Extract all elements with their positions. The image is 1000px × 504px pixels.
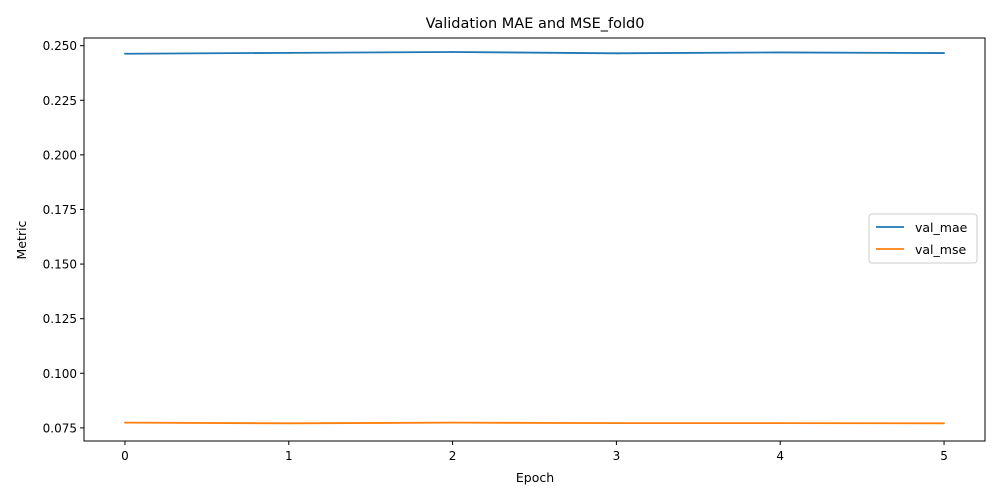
y-tick-label: 0.175 [43, 203, 77, 217]
data-point-val-mae [615, 52, 618, 55]
chart-title: Validation MAE and MSE_fold0 [426, 16, 645, 32]
data-point-val-mae [451, 51, 454, 53]
data-point-val-mae [779, 51, 782, 54]
data-point-val-mse [287, 422, 290, 425]
y-tick-label: 0.200 [43, 148, 77, 162]
x-axis: 0 1 2 3 4 5 [121, 441, 948, 463]
y-tick-label: 0.125 [43, 312, 77, 326]
series-line-val-mse [124, 421, 945, 425]
x-tick-label: 3 [613, 449, 621, 463]
x-tick-label: 4 [776, 449, 784, 463]
data-point-val-mae [943, 52, 945, 54]
x-tick-label: 0 [121, 449, 129, 463]
x-tick-label: 5 [940, 449, 948, 463]
axes-frame [83, 37, 986, 442]
y-tick-label: 0.225 [43, 94, 77, 108]
y-axis: 0.075 0.100 0.125 0.150 0.175 0.200 0.225 0.250 [43, 39, 84, 435]
plot-area [124, 51, 945, 425]
data-point-val-mse [124, 421, 126, 424]
series-line-val-mae [124, 51, 945, 55]
y-tick-label: 0.250 [43, 39, 77, 53]
data-point-val-mse [943, 422, 945, 425]
y-tick-label: 0.150 [43, 258, 77, 272]
y-axis-label: Metric [14, 220, 29, 259]
data-point-val-mae [287, 51, 290, 54]
x-tick-label: 2 [449, 449, 457, 463]
x-tick-label: 1 [285, 449, 293, 463]
data-point-val-mse [779, 422, 782, 424]
legend: val_mae val_mse [868, 213, 978, 264]
x-axis-label: Epoch [516, 470, 554, 485]
y-tick-label: 0.100 [43, 367, 77, 381]
data-point-val-mse [615, 422, 618, 424]
legend-label-val-mse: val_mse [915, 242, 966, 257]
y-tick-label: 0.075 [43, 421, 77, 435]
legend-label-val-mae: val_mae [915, 220, 968, 235]
data-point-val-mae [124, 52, 126, 55]
data-point-val-mse [451, 421, 454, 424]
